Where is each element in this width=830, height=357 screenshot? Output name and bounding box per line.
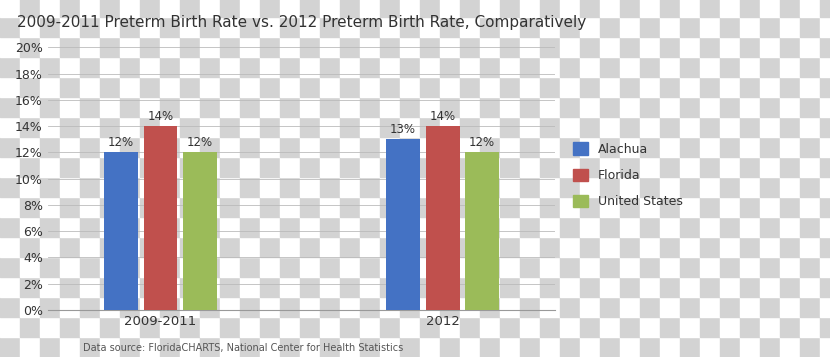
Bar bbox=[104, 152, 138, 310]
Bar bbox=[386, 139, 420, 310]
Text: 14%: 14% bbox=[148, 110, 173, 123]
Bar bbox=[183, 152, 217, 310]
Text: 13%: 13% bbox=[390, 123, 416, 136]
Bar bbox=[426, 126, 460, 310]
Text: 12%: 12% bbox=[187, 136, 213, 149]
Bar bbox=[144, 126, 178, 310]
Text: Data source: FloridaCHARTS, National Center for Health Statistics: Data source: FloridaCHARTS, National Cen… bbox=[83, 343, 403, 353]
Legend: Alachua, Florida, United States: Alachua, Florida, United States bbox=[567, 136, 689, 215]
Text: 14%: 14% bbox=[430, 110, 456, 123]
Bar bbox=[465, 152, 499, 310]
Text: 12%: 12% bbox=[469, 136, 496, 149]
Text: 12%: 12% bbox=[108, 136, 134, 149]
Title: 2009-2011 Preterm Birth Rate vs. 2012 Preterm Birth Rate, Comparatively: 2009-2011 Preterm Birth Rate vs. 2012 Pr… bbox=[17, 15, 586, 30]
